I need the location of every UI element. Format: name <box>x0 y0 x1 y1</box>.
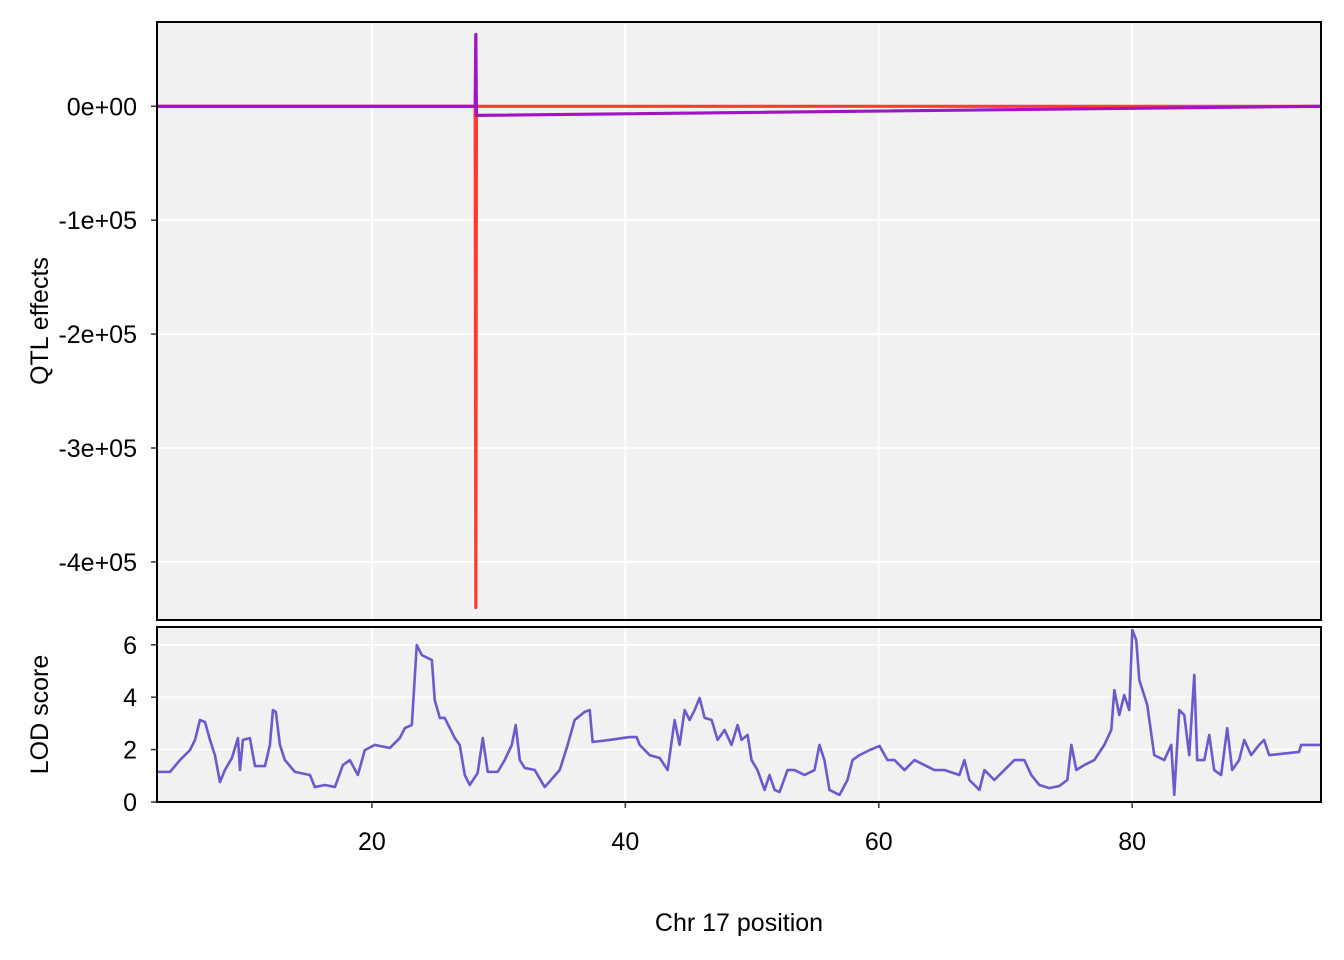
data-line <box>157 628 1321 797</box>
plot-border <box>156 21 1322 621</box>
plot-border <box>156 626 1322 803</box>
y-tick-label: 0e+00 <box>67 93 137 121</box>
plot-background <box>157 627 1321 802</box>
data-line <box>157 32 1321 117</box>
x-tick-label: 20 <box>358 828 386 856</box>
y-tick-label: -1e+05 <box>58 207 137 235</box>
y-tick-label: -3e+05 <box>58 435 137 463</box>
y-tick-label: 0 <box>123 789 137 817</box>
y-tick-label: 4 <box>123 684 137 712</box>
y-tick-label: -4e+05 <box>58 549 137 577</box>
y-axis-label: QTL effects <box>26 257 54 385</box>
y-tick-label: -2e+05 <box>58 321 137 349</box>
x-axis-label: Chr 17 position <box>655 909 823 937</box>
x-tick-label: 80 <box>1118 828 1146 856</box>
plot-background <box>157 22 1321 620</box>
y-tick-label: 6 <box>123 632 137 660</box>
x-tick-label: 40 <box>611 828 639 856</box>
y-axis-label: LOD score <box>26 655 54 774</box>
y-tick-label: 2 <box>123 737 137 765</box>
x-tick-label: 60 <box>865 828 893 856</box>
